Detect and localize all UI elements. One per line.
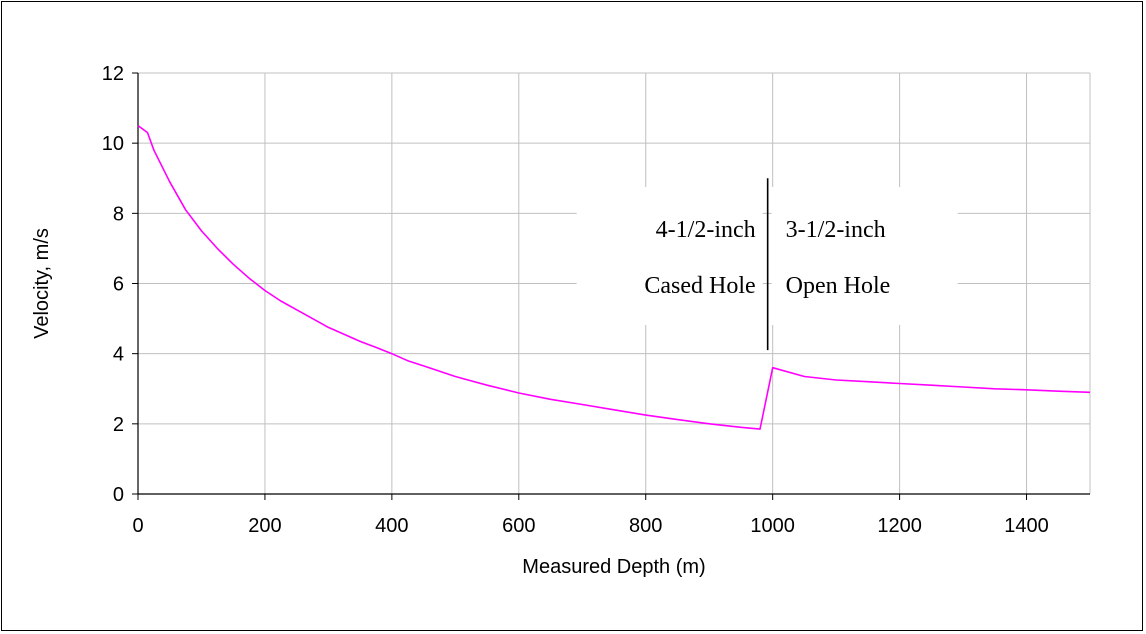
cased-hole-label: Cased Hole: [644, 273, 755, 299]
x-tick-label: 600: [502, 515, 535, 537]
x-tick-label: 0: [132, 515, 143, 537]
y-tick-label: 6: [113, 274, 124, 296]
x-axis-title: Measured Depth (m): [522, 556, 705, 578]
open-hole-label-box: [771, 187, 958, 325]
cased-hole-label-box: [576, 187, 763, 325]
x-tick-label: 800: [629, 515, 662, 537]
y-tick-label: 10: [102, 133, 124, 155]
y-axis-title: Velocity, m/s: [31, 228, 53, 339]
y-tick-label: 8: [113, 203, 124, 225]
series-layer: [137, 124, 1091, 430]
x-tick-label: 1200: [877, 515, 922, 537]
x-tick-label: 200: [248, 515, 281, 537]
x-tick-label: 400: [375, 515, 408, 537]
y-tick-label: 12: [102, 63, 124, 85]
x-tick-label: 1400: [1004, 515, 1049, 537]
tick-labels: 0 200 400 600 800 1000 1200 1400 0 2 4 6 8 10 12: [102, 63, 1049, 537]
cased-hole-size-label: 4-1/2-inch: [656, 217, 756, 243]
open-hole-size-label: 3-1/2-inch: [786, 217, 886, 243]
y-tick-label: 2: [113, 414, 124, 436]
series-line-1: [137, 124, 1091, 430]
y-tick-label: 0: [113, 484, 124, 506]
x-tick-label: 1000: [750, 515, 795, 537]
open-hole-label: Open Hole: [786, 273, 891, 299]
y-tick-label: 4: [113, 344, 124, 366]
annotation-layer: 4-1/2-inch Cased Hole 3-1/2-inch Open Hole: [576, 178, 958, 351]
